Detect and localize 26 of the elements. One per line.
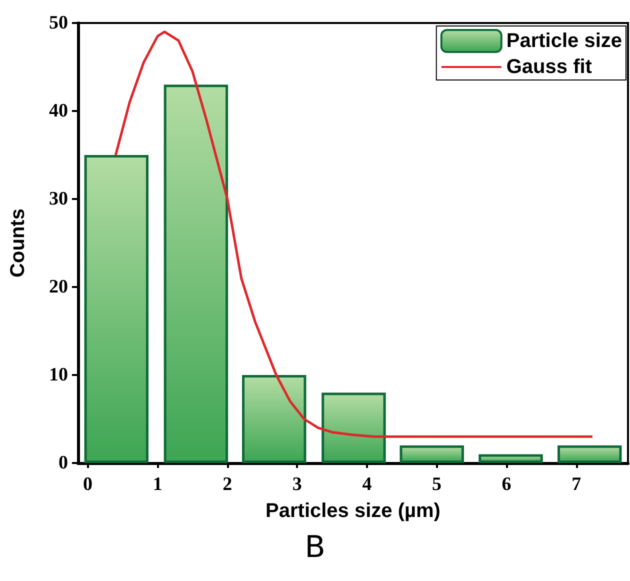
x-tick-label: 0 [83,474,93,495]
x-tick-label: 4 [362,474,372,495]
bar [400,445,464,463]
y-tick-label: 10 [49,364,68,386]
text: B [304,530,326,565]
y-axis-title: Counts [7,208,29,278]
y-tick-label: 0 [58,452,68,474]
x-tick-label: 6 [502,474,512,495]
bar [558,445,622,463]
legend-label: Particle size [506,30,622,52]
y-tick-label: 30 [49,188,68,210]
bar [84,155,148,463]
x-tick-label: 7 [572,474,582,495]
x-axis-title: Particles size (µm) [266,500,440,522]
x-tick-label: 1 [152,474,162,495]
bar [242,375,306,463]
y-tick-label: 40 [49,100,68,122]
x-tick-label: 5 [432,474,442,495]
legend-label: Gauss fit [506,56,592,78]
bar [322,392,386,463]
x-tick-label: 3 [292,474,302,495]
bar [478,454,543,463]
x-tick-label: 2 [222,474,232,495]
y-tick-label: 50 [49,12,68,34]
bar [164,84,228,463]
y-tick-label: 20 [49,276,68,298]
